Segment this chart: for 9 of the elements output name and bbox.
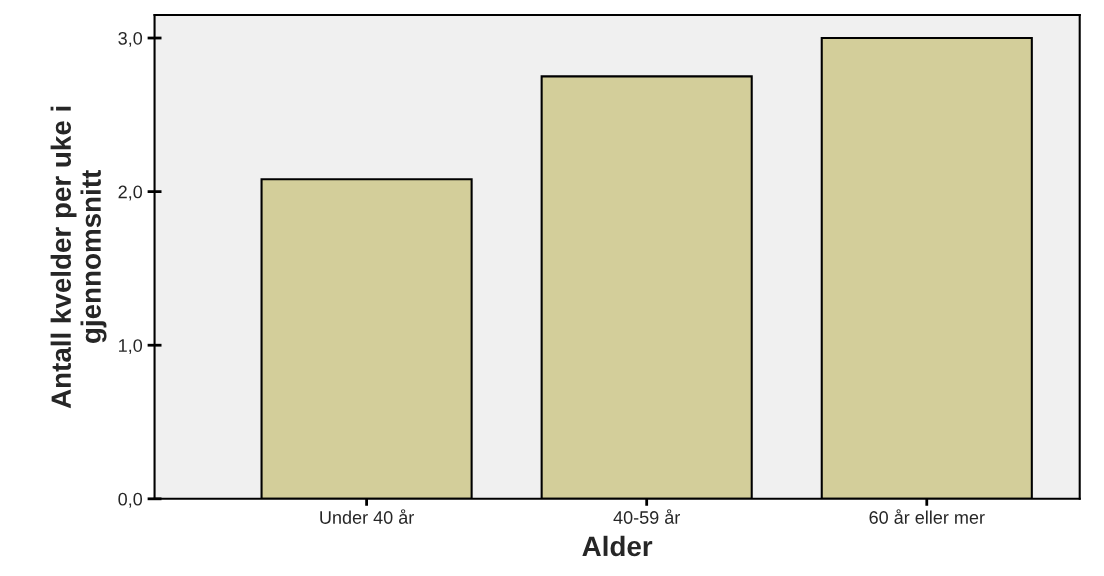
y-tick-label: 2,0 [118,185,143,201]
y-tick-label: 0,0 [118,492,143,508]
y-tick-label: 1,0 [119,339,143,355]
x-tick-label: Under 40 år [320,509,414,524]
y-axis-title: Antall kvelder per uke i gjennomsnitt [50,106,107,409]
y-tick-label: 3,0 [118,31,143,47]
x-axis-title: Alder [582,535,653,557]
x-tick-label: 60 år eller mer [869,509,985,524]
x-tick-label: 40-59 år [613,509,681,524]
